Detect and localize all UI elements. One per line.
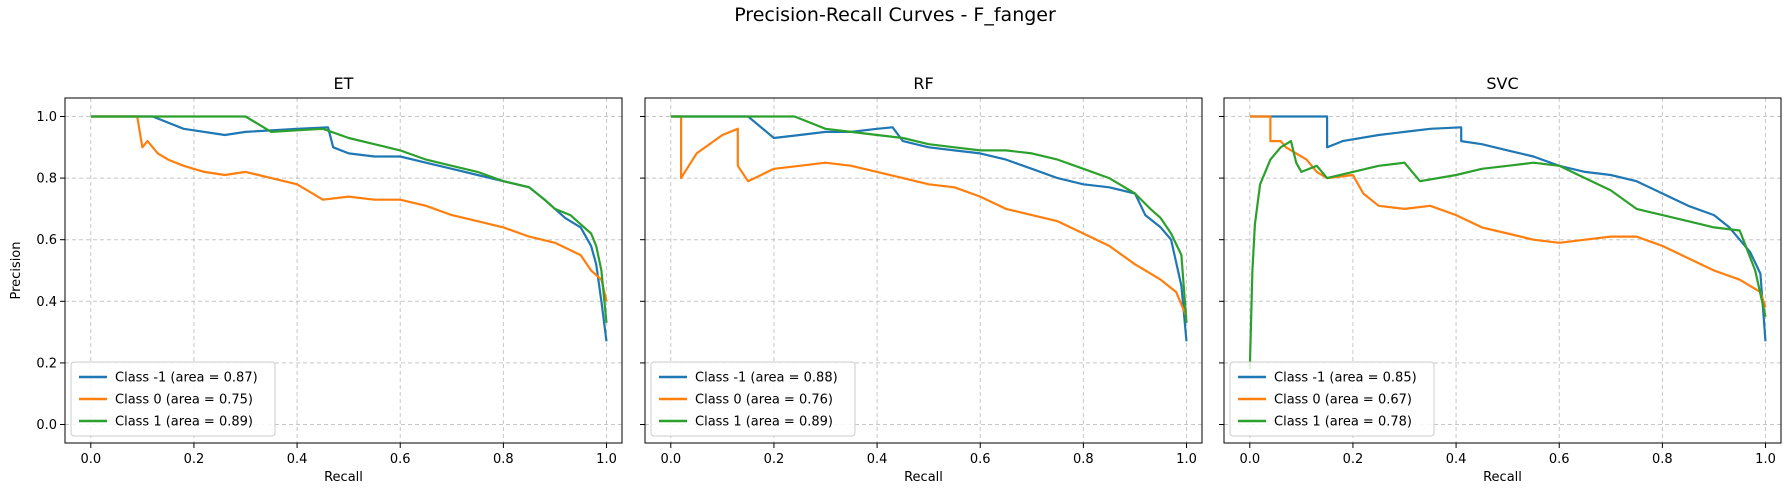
panel-svc: 0.0 0.2 0.4 0.6 0.8 1.0 SVC Recall Class -1 (are…: [1219, 74, 1782, 485]
series-line-1: [1249, 115, 1767, 308]
x-tick-label: 0.8: [1073, 452, 1094, 467]
series-line-1: [90, 115, 608, 302]
y-tick-label: 0.6: [36, 233, 57, 248]
legend-box: [650, 361, 856, 437]
series-line-1: [670, 115, 1188, 318]
legend-label: Class -1 (area = 0.87): [115, 371, 258, 386]
x-tick-label: 0.6: [390, 452, 411, 467]
legend-box: [70, 361, 276, 437]
panel-title: ET: [334, 74, 354, 93]
series-line-2: [90, 115, 608, 324]
plot-frame: [1223, 97, 1782, 444]
legend: Class -1 (area = 0.87) Class 0 (area = 0.…: [70, 361, 276, 437]
legend-label: Class 1 (area = 0.89): [695, 415, 833, 430]
series-line-0: [670, 115, 1188, 342]
legend-label: Class 0 (area = 0.67): [1274, 393, 1412, 408]
x-tick-label: 0.4: [287, 452, 308, 467]
x-axis-label: Recall: [1483, 470, 1522, 485]
legend-label: Class 0 (area = 0.75): [115, 393, 253, 408]
y-tick-label: 0.2: [36, 356, 57, 371]
series-line-2: [1248, 140, 1767, 370]
x-tick-label: 1.0: [1176, 452, 1197, 467]
legend-label: Class 1 (area = 0.89): [115, 415, 253, 430]
legend-label: Class 1 (area = 0.78): [1274, 415, 1412, 430]
y-tick-label: 0.8: [36, 172, 57, 187]
legend-box: [1229, 361, 1435, 437]
plot-frame: [64, 97, 623, 444]
x-tick-label: 0.0: [80, 452, 101, 467]
y-tick-label: 0.4: [36, 295, 57, 310]
x-tick-label: 0.6: [1549, 452, 1570, 467]
legend-label: Class 0 (area = 0.76): [695, 393, 833, 408]
y-axis-label: Precision: [9, 241, 24, 299]
series-line-0: [1249, 115, 1767, 342]
panel-et: 0.0 0.2 0.4 0.6 0.8 1.0 0.0 0.2 0.4 0.6 0.8 1.0 ET Re…: [9, 74, 623, 485]
panel-title: RF: [913, 74, 933, 93]
x-tick-label: 0.4: [1446, 452, 1467, 467]
x-tick-label: 0.4: [867, 452, 888, 467]
x-tick-label: 0.8: [493, 452, 514, 467]
legend-label: Class -1 (area = 0.88): [695, 371, 838, 386]
x-axis-label: Recall: [324, 470, 363, 485]
legend: Class -1 (area = 0.88) Class 0 (area = 0.…: [650, 361, 856, 437]
legend-label: Class -1 (area = 0.85): [1274, 371, 1417, 386]
figure-title: Precision-Recall Curves - F_fanger: [734, 4, 1056, 26]
y-tick-label: 0.0: [36, 418, 57, 433]
series-line-2: [670, 115, 1188, 323]
panel-rf: 0.0 0.2 0.4 0.6 0.8 1.0 RF Recall Class -1 (area…: [640, 74, 1203, 485]
x-tick-label: 0.2: [184, 452, 205, 467]
series-line-0: [90, 115, 608, 342]
y-tick-label: 1.0: [36, 110, 57, 125]
panel-title: SVC: [1486, 74, 1518, 93]
x-tick-label: 0.6: [970, 452, 991, 467]
x-tick-label: 0.0: [1239, 452, 1260, 467]
x-axis-label: Recall: [904, 470, 943, 485]
x-tick-label: 0.2: [764, 452, 785, 467]
x-tick-label: 1.0: [596, 452, 617, 467]
x-tick-label: 0.8: [1652, 452, 1673, 467]
x-tick-label: 1.0: [1755, 452, 1776, 467]
plot-frame: [644, 97, 1203, 444]
x-tick-label: 0.2: [1343, 452, 1364, 467]
legend: Class -1 (area = 0.85) Class 0 (area = 0.…: [1229, 361, 1435, 437]
x-tick-label: 0.0: [660, 452, 681, 467]
